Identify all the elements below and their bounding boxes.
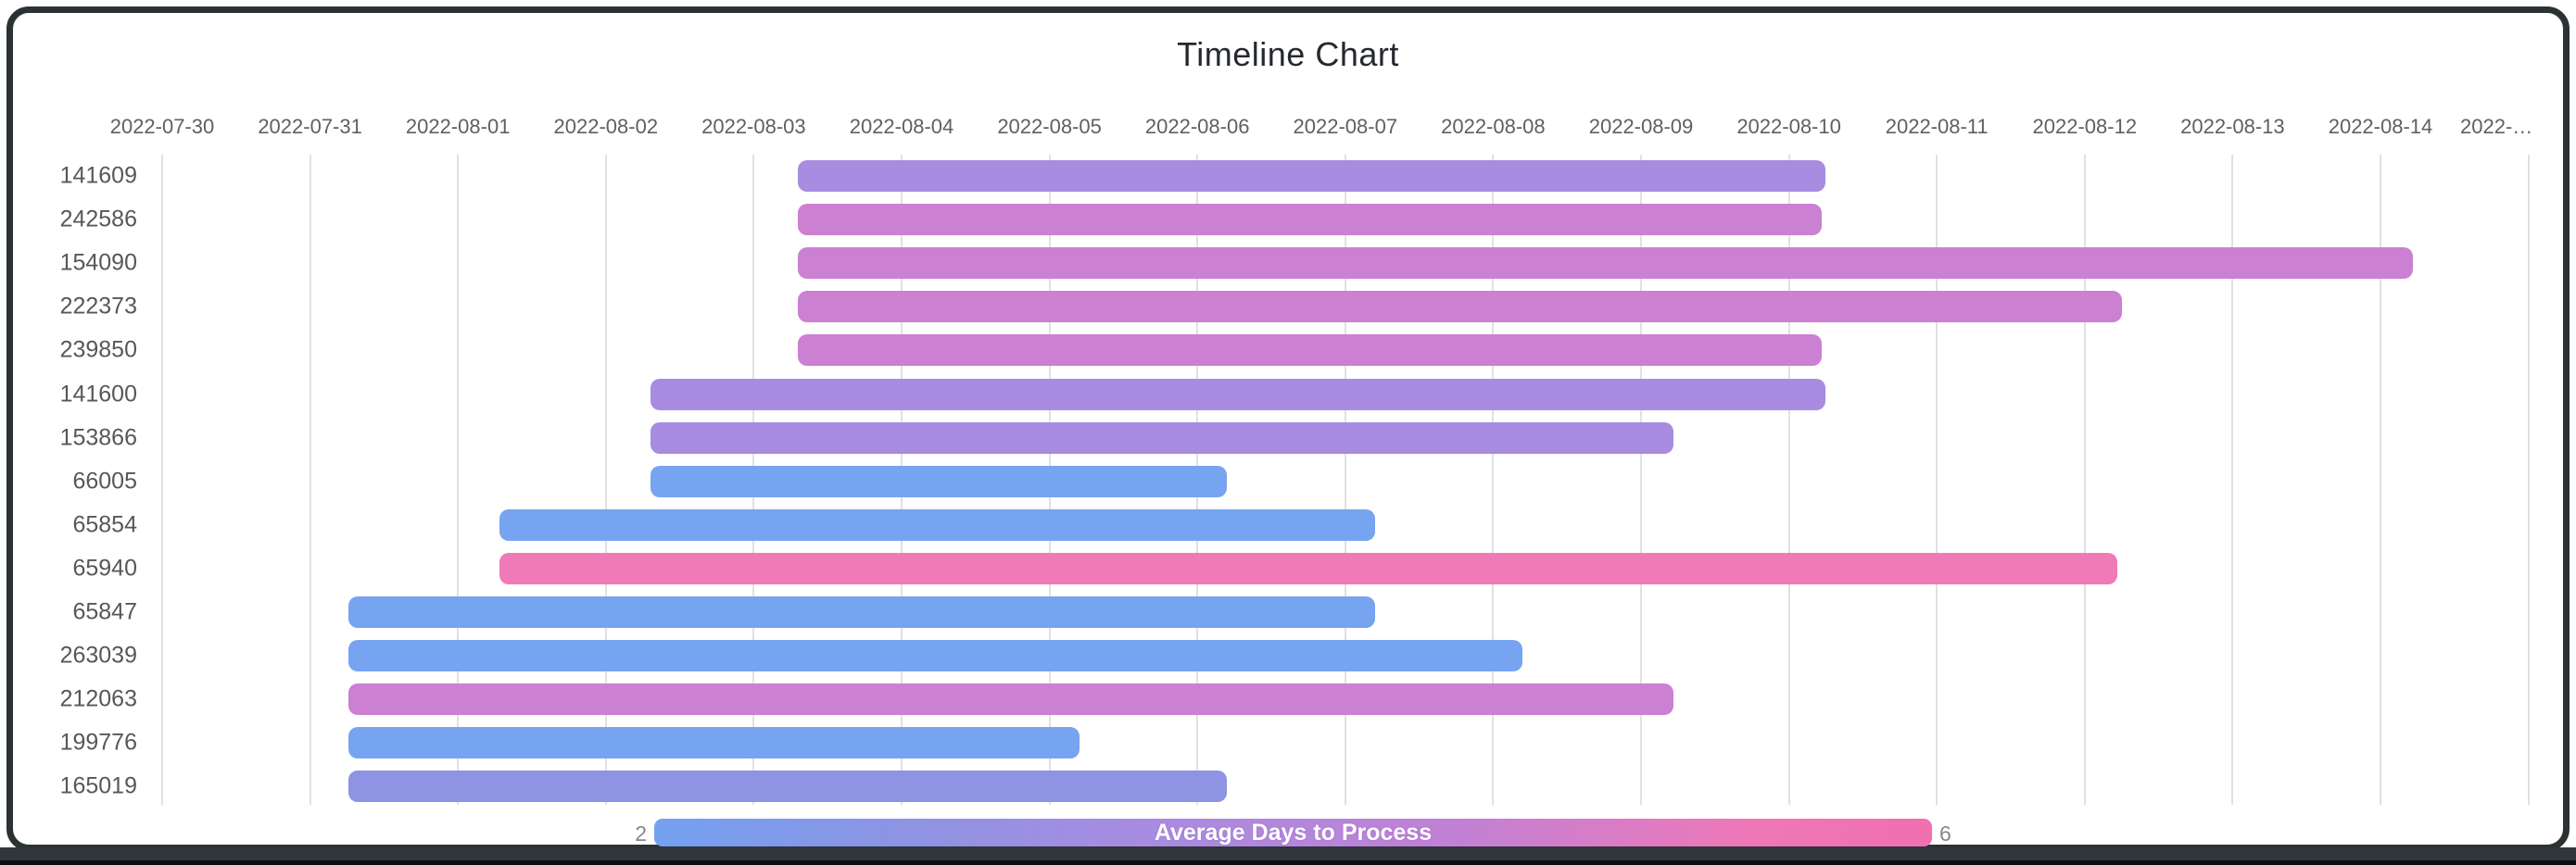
window-bottom-band: [0, 847, 2576, 860]
timeline-bar[interactable]: [798, 291, 2122, 323]
window-bottom-edge: [0, 860, 2576, 865]
x-tick-label: 2022-08-04: [849, 115, 954, 138]
x-tick-label: 2022-08-02: [553, 115, 659, 138]
timeline-bar[interactable]: [650, 378, 1826, 410]
colorbar-min-label: 2: [635, 821, 647, 846]
timeline-bar[interactable]: [499, 508, 1375, 541]
row-label: 65847: [72, 598, 137, 625]
timeline-bar[interactable]: [348, 640, 1523, 672]
gridline: [161, 155, 163, 805]
gridline: [457, 155, 460, 805]
x-tick-label: 2022-07-31: [258, 115, 362, 138]
x-tick-label: 2022-08-13: [2180, 115, 2285, 138]
x-tick-label: 2022-08-09: [1588, 115, 1694, 138]
x-tick-label: 2022-08-12: [2032, 115, 2138, 138]
row-label: 222373: [59, 293, 137, 320]
chart-title: Timeline Chart: [1177, 35, 1399, 73]
x-tick-label: 2022-07-30: [109, 115, 215, 138]
x-tick-label: 2022-08-01: [405, 115, 511, 138]
timeline-bar[interactable]: [650, 421, 1674, 454]
x-tick-label: 2022-08-11: [1885, 115, 1989, 138]
colorbar-max-label: 6: [1939, 821, 1951, 846]
x-tick-label: 2022-08-05: [997, 115, 1102, 138]
gridline: [1492, 155, 1495, 805]
row-label: 153866: [59, 424, 137, 451]
x-tick-label: 2022-08-10: [1736, 115, 1841, 138]
gridline: [1787, 155, 1790, 805]
timeline-bar[interactable]: [499, 552, 2117, 584]
row-label: 239850: [59, 336, 137, 363]
row-label: 141609: [59, 162, 137, 189]
timeline-bar[interactable]: [798, 204, 1822, 236]
gridline: [604, 155, 607, 805]
row-label: 165019: [59, 772, 137, 799]
row-label: 212063: [59, 685, 137, 712]
gridline: [1640, 155, 1642, 805]
gridline: [2527, 155, 2530, 805]
row-label: 141600: [59, 381, 137, 407]
colorbar-legend: 2 Average Days to Process 6: [0, 819, 2576, 846]
timeline-bar[interactable]: [798, 160, 1826, 192]
gridline: [1936, 155, 1938, 805]
gridline: [2083, 155, 2086, 805]
gridline: [2231, 155, 2234, 805]
x-tick-label: 2022-08-14: [2328, 115, 2433, 138]
x-tick-label: 2022-08-03: [701, 115, 806, 138]
timeline-bar[interactable]: [798, 247, 2414, 280]
x-tick-label: 2022-…: [2460, 115, 2533, 138]
row-label: 66005: [72, 468, 137, 495]
x-tick-label: 2022-08-08: [1441, 115, 1546, 138]
row-label: 242586: [59, 206, 137, 232]
timeline-bar[interactable]: [348, 727, 1080, 759]
x-tick-label: 2022-08-06: [1144, 115, 1250, 138]
gridline: [1344, 155, 1346, 805]
timeline-bar[interactable]: [650, 465, 1228, 497]
timeline-bar[interactable]: [348, 683, 1674, 716]
row-label: 65854: [72, 511, 137, 538]
gridline: [2380, 155, 2381, 805]
gridline: [309, 155, 311, 805]
row-label: 154090: [59, 249, 137, 276]
row-label: 263039: [59, 642, 137, 669]
timeline-bar[interactable]: [348, 596, 1375, 628]
x-tick-label: 2022-08-07: [1293, 115, 1398, 138]
colorbar-title: Average Days to Process: [1154, 820, 1433, 846]
timeline-bar[interactable]: [348, 771, 1228, 803]
row-label: 65940: [72, 555, 137, 582]
timeline-bar[interactable]: [798, 334, 1822, 367]
row-label: 199776: [59, 729, 137, 756]
colorbar-gradient: Average Days to Process: [654, 819, 1932, 846]
